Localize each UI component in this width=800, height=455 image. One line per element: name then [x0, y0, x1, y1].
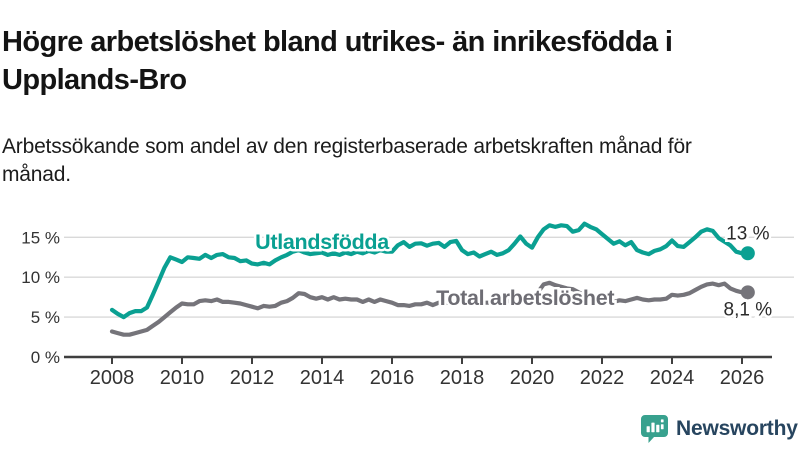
series-end-dot — [740, 285, 755, 300]
x-tick-label: 2020 — [510, 367, 555, 389]
series-label: Total arbetslöshet — [436, 286, 614, 310]
series-label: Utlandsfödda — [255, 230, 390, 254]
x-tick-label: 2012 — [230, 367, 275, 389]
chart-svg: 0 % 5 % 10 % 15 % 2008 2010 2012 2014 2016 2018 20… — [21, 221, 794, 389]
x-tick-label: 2016 — [370, 367, 415, 389]
y-tick-label: 10 % — [21, 268, 60, 287]
y-tick-label: 0 % — [31, 348, 60, 367]
unemployment-line-chart: 0 % 5 % 10 % 15 % 2008 2010 2012 2014 2016 2018 20… — [0, 196, 800, 406]
newsworthy-icon — [641, 414, 668, 443]
x-tick-label: 2024 — [650, 367, 695, 389]
chart-subtitle: Arbetssökande som andel av den registerb… — [2, 135, 692, 186]
x-tick-label: 2014 — [300, 367, 345, 389]
y-tick-label: 5 % — [31, 308, 60, 327]
x-tick-label: 2026 — [720, 367, 765, 389]
newsworthy-wordmark: Newsworthy — [676, 416, 798, 440]
x-tick-label: 2018 — [440, 367, 485, 389]
y-tick-label: 15 % — [21, 228, 60, 247]
series-line-utlandsf-dda — [109, 221, 750, 320]
series-end-value-label: 13 % — [726, 223, 769, 244]
x-tick-label: 2008 — [90, 367, 135, 389]
series-end-value-label: 8,1 % — [724, 299, 773, 320]
series-end-dot — [740, 246, 755, 261]
page-title: Högre arbetslöshet bland utrikes- än inr… — [2, 26, 673, 97]
x-tick-label: 2022 — [580, 367, 625, 389]
series-line-total-arbetsl-shet — [109, 280, 750, 337]
x-tick-label: 2010 — [160, 367, 205, 389]
newsworthy-logo: Newsworthy — [641, 413, 798, 444]
